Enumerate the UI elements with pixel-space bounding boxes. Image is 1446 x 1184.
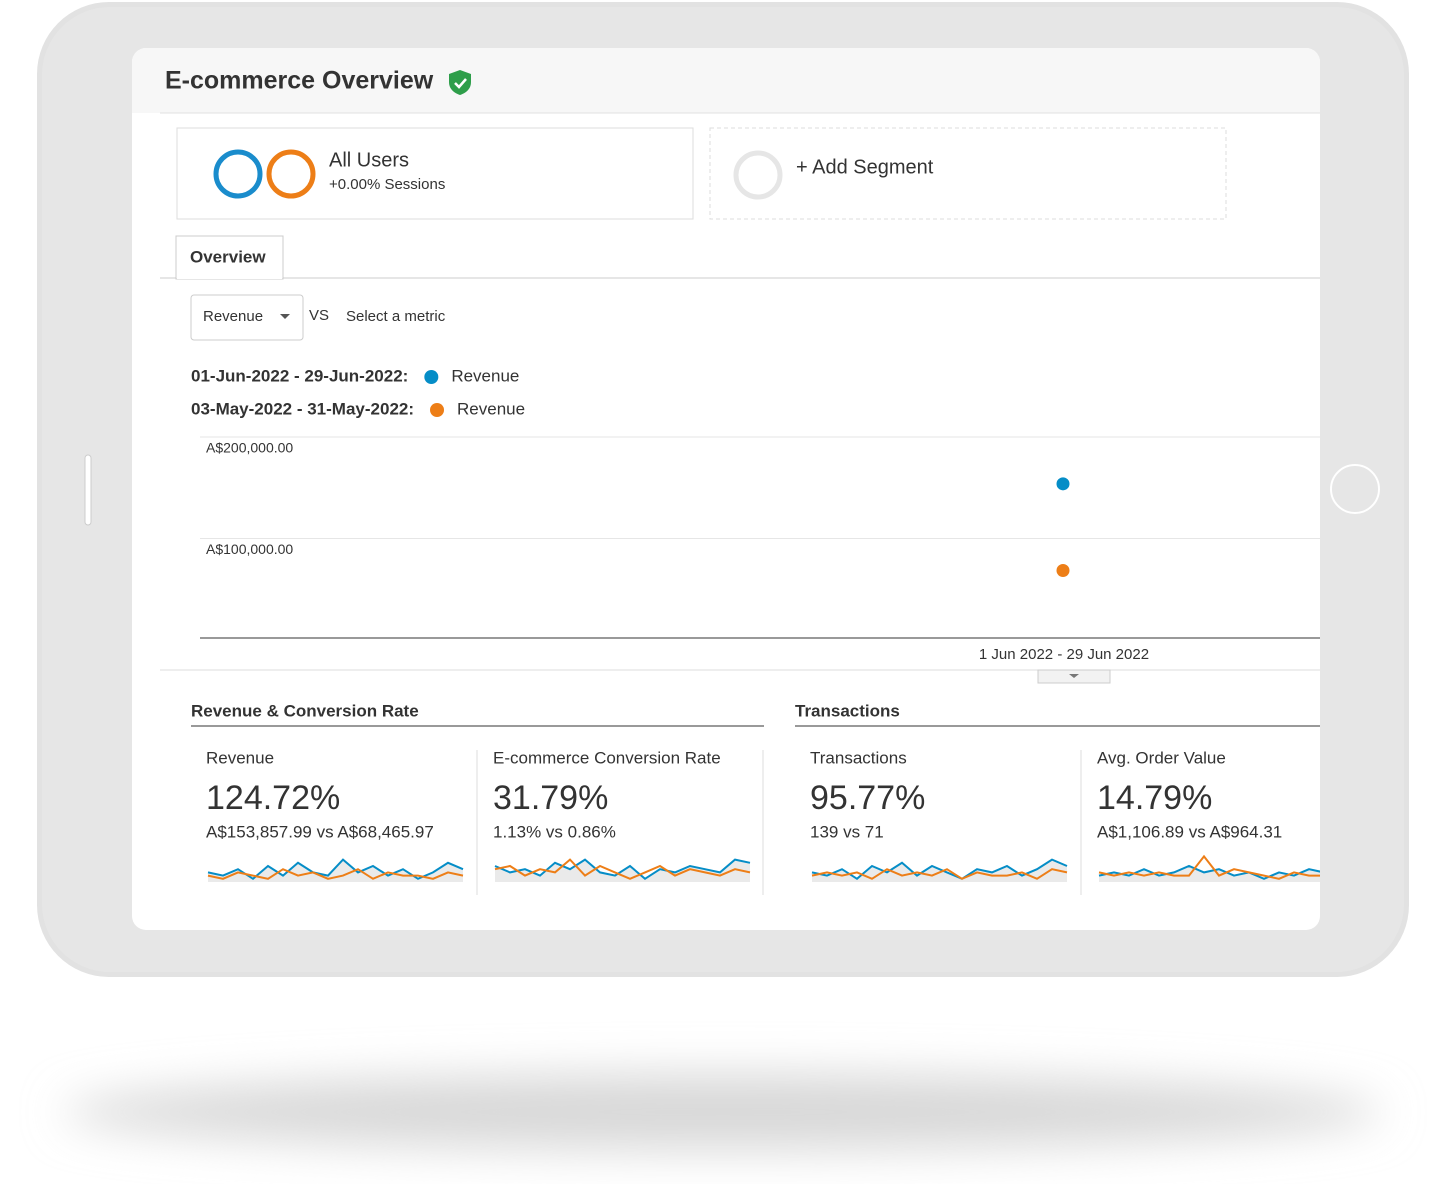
toggle-arrow	[1069, 674, 1079, 678]
sparkline	[207, 858, 464, 881]
y-tick-label: A$200,000.00	[206, 440, 293, 456]
data-point	[1056, 477, 1070, 491]
card-change: 31.79%	[493, 779, 608, 817]
card-change: 95.77%	[810, 779, 925, 817]
card-compare: A$153,857.99 vs A$68,465.97	[206, 822, 434, 841]
y-tick-label: A$100,000.00	[206, 541, 293, 557]
header-bar	[132, 48, 1320, 113]
segment-card[interactable]	[176, 127, 694, 220]
sparkline	[1098, 854, 1320, 880]
verified-icon	[449, 70, 471, 95]
screen-content: E-commerce Overview All Users +0.00% Ses…	[132, 48, 1320, 895]
card-compare: 139 vs 71	[810, 822, 884, 841]
card-compare: A$1,106.89 vs A$964.31	[1097, 822, 1282, 841]
screen	[132, 48, 1320, 930]
card-label: E-commerce Conversion Rate	[493, 748, 721, 767]
segment-icon	[266, 149, 316, 199]
shadow	[63, 1074, 1383, 1150]
metric-label: Revenue	[203, 308, 263, 325]
x-tick-label: 1 Jun 2022 - 29 Jun 2022	[979, 646, 1149, 663]
add-segment-label[interactable]: + Add Segment	[796, 156, 934, 178]
segment-detail: +0.00% Sessions	[329, 176, 445, 193]
metric-dropdown[interactable]	[190, 294, 304, 341]
side-button	[84, 454, 92, 526]
sparkline	[207, 868, 464, 880]
sparkline	[494, 858, 751, 881]
page-title: E-commerce Overview	[165, 67, 434, 95]
add-segment[interactable]	[709, 127, 1227, 220]
add-segment-icon	[733, 150, 783, 200]
tab-label[interactable]: Overview	[190, 247, 266, 266]
tab[interactable]	[175, 235, 284, 280]
legend-range: 01-Jun-2022 - 29-Jun-2022:	[191, 366, 408, 385]
section-title: Revenue & Conversion Rate	[191, 701, 419, 720]
sparkline-area	[1099, 866, 1320, 882]
segment-icon	[213, 149, 263, 199]
vs-label: VS	[309, 307, 329, 324]
card-label: Revenue	[206, 748, 274, 767]
section-title: Transactions	[795, 701, 900, 720]
legend-label: Revenue	[457, 399, 525, 418]
card-compare: 1.13% vs 0.86%	[493, 822, 616, 841]
legend-dot	[430, 403, 445, 417]
home-button	[1330, 464, 1380, 514]
select-metric[interactable]: Select a metric	[346, 308, 446, 325]
sparkline	[494, 858, 751, 880]
sparkline	[811, 868, 1068, 880]
dropdown-arrow	[280, 314, 290, 319]
card-change: 124.72%	[206, 779, 340, 817]
card-change: 14.79%	[1097, 779, 1212, 817]
legend-dot	[424, 370, 439, 384]
segment-name: All Users	[329, 149, 409, 171]
card-label: Transactions	[810, 748, 907, 767]
legend-range: 03-May-2022 - 31-May-2022:	[191, 399, 414, 418]
legend-label: Revenue	[451, 366, 519, 385]
card-label: Avg. Order Value	[1097, 748, 1226, 767]
data-point	[1056, 564, 1070, 578]
